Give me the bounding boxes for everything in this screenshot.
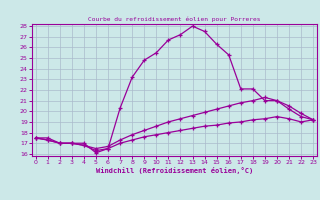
Title: Courbe du refroidissement éolien pour Porreres: Courbe du refroidissement éolien pour Po… [88,17,261,22]
X-axis label: Windchill (Refroidissement éolien,°C): Windchill (Refroidissement éolien,°C) [96,167,253,174]
